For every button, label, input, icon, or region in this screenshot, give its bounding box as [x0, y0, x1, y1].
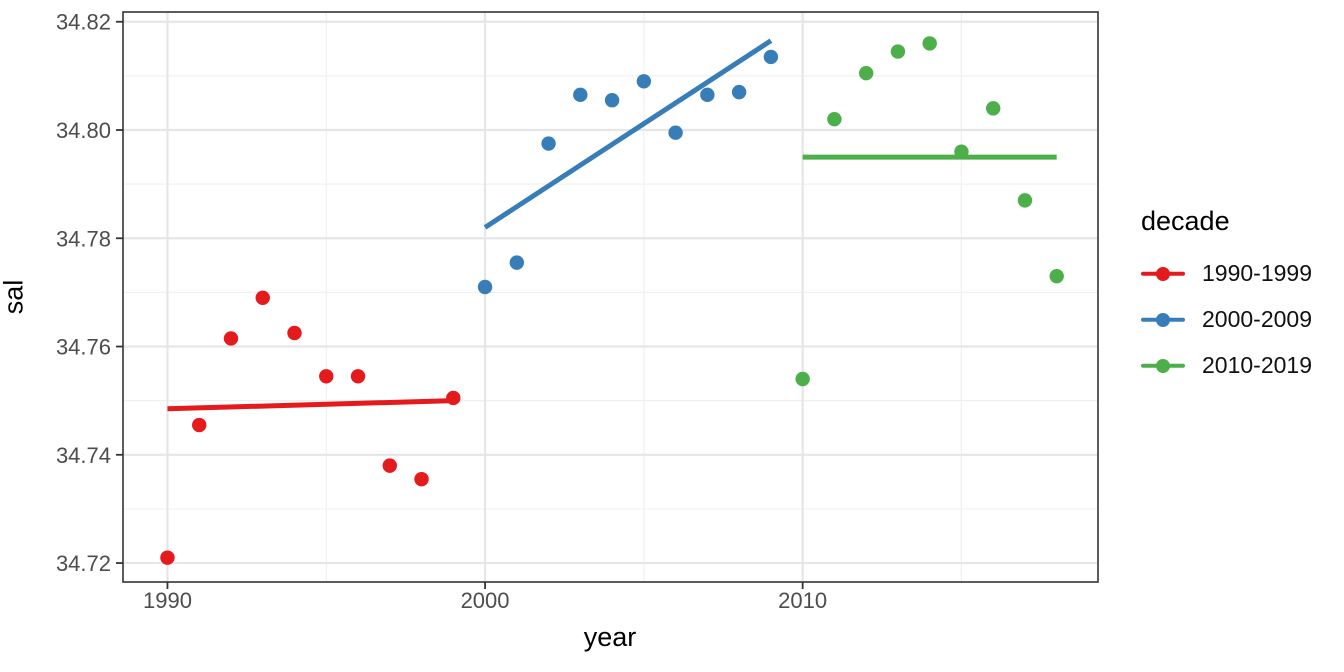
data-point	[827, 111, 842, 127]
fit-line	[483, 38, 773, 230]
y-tick-label: 34.82	[56, 10, 111, 35]
legend: decade 1990-1999 2000-2009 2010-2019	[1141, 206, 1312, 398]
legend-key-dot-icon	[1156, 266, 1170, 281]
legend-key-dot-icon	[1156, 312, 1170, 327]
data-point	[223, 331, 239, 346]
data-point	[192, 417, 207, 433]
y-tick-label: 34.80	[56, 118, 111, 143]
data-point	[160, 550, 175, 565]
data-point	[287, 325, 302, 341]
data-point	[604, 93, 620, 108]
legend-item: 2000-2009	[1141, 306, 1312, 333]
data-point	[985, 101, 1001, 116]
data-point	[890, 44, 906, 59]
data-point	[1049, 268, 1064, 284]
x-tick-label: 2000	[461, 588, 510, 613]
data-point	[795, 371, 810, 387]
fit-line	[167, 398, 454, 412]
data-point	[700, 87, 715, 103]
y-axis-title: sal	[0, 279, 29, 315]
y-tick-label: 34.74	[56, 443, 111, 468]
panel-border	[122, 11, 1099, 583]
data-point	[763, 49, 779, 65]
legend-item: 1990-1999	[1141, 260, 1312, 287]
y-tick-label: 34.72	[56, 551, 111, 576]
data-point	[668, 125, 683, 140]
legend-key	[1141, 357, 1185, 375]
x-axis-title: year	[583, 622, 637, 652]
data-point	[350, 369, 366, 384]
legend-key	[1141, 265, 1185, 283]
data-point	[255, 290, 270, 306]
data-point	[922, 36, 937, 51]
data-point	[858, 65, 874, 81]
data-point	[1017, 193, 1033, 208]
data-point	[477, 279, 493, 295]
x-tick-label: 2010	[778, 588, 827, 613]
legend-item-label: 2010-2019	[1202, 352, 1312, 378]
data-point	[382, 458, 397, 473]
x-tick-label: 1990	[143, 588, 192, 613]
legend-title: decade	[1141, 206, 1230, 236]
data-point	[731, 84, 747, 100]
legend-item: 2010-2019	[1141, 352, 1312, 379]
data-point	[573, 87, 588, 103]
legend-key	[1141, 311, 1185, 329]
y-tick-label: 34.76	[56, 335, 111, 360]
data-point	[319, 369, 334, 384]
data-point	[541, 136, 556, 151]
legend-item-label: 1990-1999	[1202, 260, 1312, 286]
data-point	[509, 255, 525, 270]
legend-key-dot-icon	[1156, 358, 1170, 373]
y-tick-label: 34.78	[56, 226, 111, 251]
legend-item-label: 2000-2009	[1202, 306, 1312, 332]
data-point	[636, 74, 652, 89]
data-point	[414, 471, 429, 487]
